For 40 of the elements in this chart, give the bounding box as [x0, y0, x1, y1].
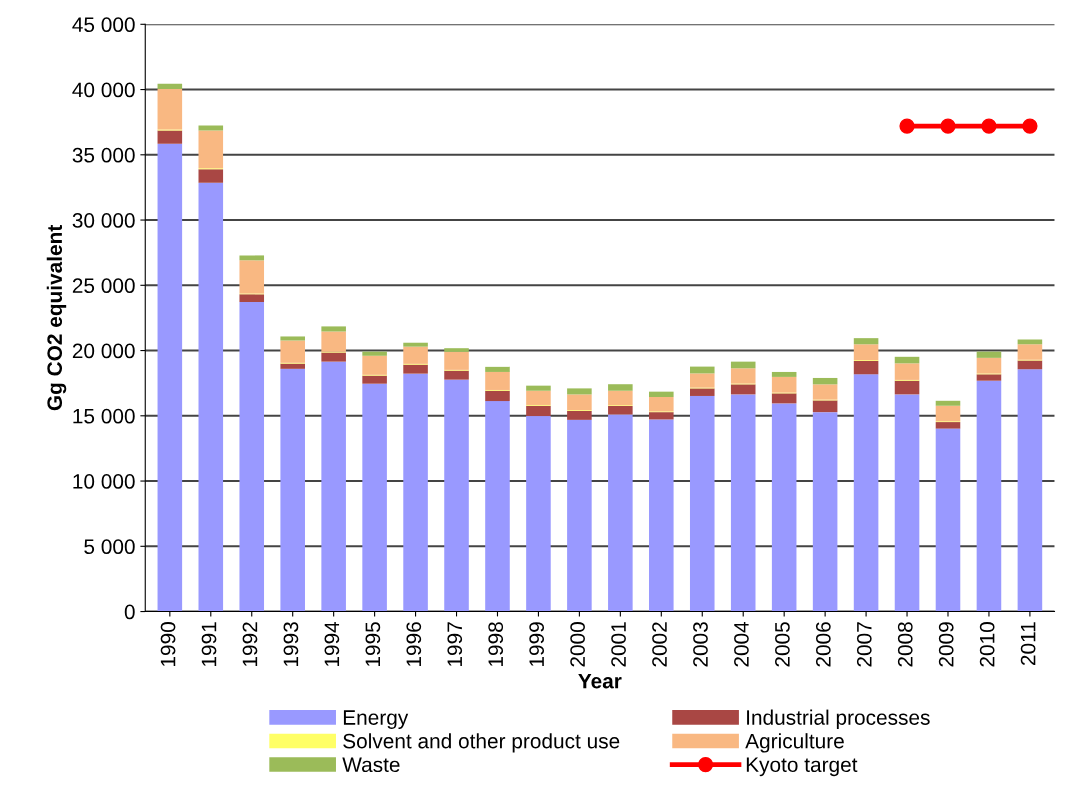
x-tick-label: 1997	[447, 622, 463, 667]
x-tick-label: 2004	[734, 621, 749, 667]
y-tick-label: 0	[124, 604, 135, 620]
x-tick-label: 1998	[488, 622, 504, 667]
x-tick-label: 1994	[324, 621, 340, 667]
legend-label: Kyoto target	[746, 757, 858, 777]
x-tick-label: 2008	[897, 622, 913, 667]
y-tick-label: 45 000	[72, 17, 135, 33]
x-tick-label: 1993	[283, 622, 299, 667]
x-tick-label: 2010	[979, 622, 995, 667]
y-tick-label: 40 000	[72, 82, 135, 98]
y-tick-label: 5 000	[84, 539, 135, 555]
y-tick-label: 35 000	[72, 147, 135, 163]
y-tick-label: 30 000	[72, 213, 135, 228]
x-tick-label: 1996	[406, 622, 422, 667]
legend-label: Energy	[343, 710, 409, 729]
legend-label: Industrial processes	[747, 709, 930, 729]
x-tick-label: 2002	[652, 622, 667, 667]
y-tick-label: 15 000	[73, 408, 135, 424]
y-tick-label: 25 000	[72, 278, 135, 294]
x-axis-title: Year	[578, 673, 622, 689]
legend-label: Waste	[342, 757, 400, 773]
legend-label: Agriculture	[745, 733, 844, 753]
x-tick-label: 2007	[856, 622, 872, 667]
y-axis-title: Gg CO2 equivalent	[46, 224, 67, 411]
legend-label: Solvent and other product use	[343, 733, 620, 753]
x-tick-label: 1992	[242, 622, 258, 667]
x-tick-label: 2009	[938, 622, 954, 667]
x-tick-label: 1995	[365, 622, 381, 667]
y-tick-label: 10 000	[73, 474, 135, 489]
x-tick-label: 1990	[160, 622, 176, 667]
x-tick-label: 2005	[775, 622, 790, 667]
x-tick-label: 1999	[529, 622, 545, 667]
x-tick-label: 2006	[815, 622, 831, 667]
x-tick-label: 2011	[1020, 622, 1036, 666]
x-tick-label: 2000	[570, 622, 585, 667]
x-tick-label: 1991	[201, 622, 217, 667]
x-tick-label: 2003	[693, 622, 708, 667]
y-tick-label: 20 000	[72, 343, 135, 359]
x-tick-label: 2001	[611, 622, 626, 667]
